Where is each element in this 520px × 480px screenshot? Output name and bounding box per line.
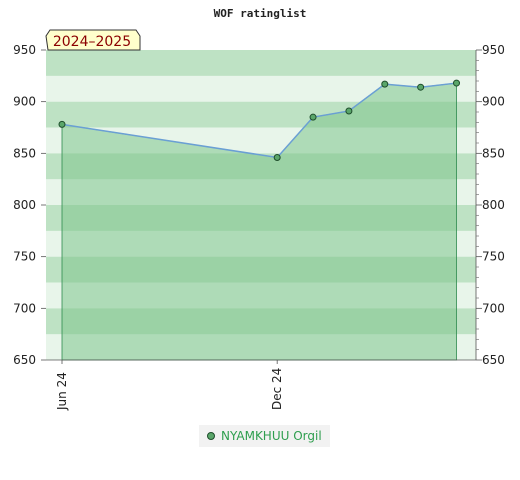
y-tick-label-right: 700 bbox=[482, 301, 505, 315]
y-tick-label-right: 750 bbox=[482, 250, 505, 264]
grid-band bbox=[46, 50, 476, 76]
data-point bbox=[345, 107, 353, 115]
y-tick-label-right: 900 bbox=[482, 95, 505, 109]
data-point bbox=[417, 83, 425, 91]
y-tick-label-left: 850 bbox=[13, 146, 36, 160]
x-tick-label: Dec 24 bbox=[270, 368, 284, 410]
y-tick-label-left: 950 bbox=[13, 43, 36, 57]
data-point bbox=[453, 79, 460, 87]
y-tick-label-right: 650 bbox=[482, 353, 505, 367]
x-tick-label: Jun 24 bbox=[55, 372, 69, 411]
data-point bbox=[273, 153, 281, 161]
data-point bbox=[58, 120, 66, 128]
chart-title: WOF ratinglist bbox=[214, 7, 307, 20]
y-tick-label-left: 900 bbox=[13, 95, 36, 109]
period-badge bbox=[45, 29, 141, 51]
legend-label: NYAMKHUU Orgil bbox=[221, 429, 322, 443]
y-tick-label-right: 850 bbox=[482, 146, 505, 160]
y-tick-label-right: 800 bbox=[482, 198, 505, 212]
y-tick-label-left: 750 bbox=[13, 250, 36, 264]
y-tick-label-left: 700 bbox=[13, 301, 36, 315]
y-tick-label-left: 650 bbox=[13, 353, 36, 367]
chart-legend[interactable]: NYAMKHUU Orgil bbox=[199, 425, 330, 447]
y-tick-label-right: 950 bbox=[482, 43, 505, 57]
period-badge-label: 2024–2025 bbox=[53, 34, 131, 50]
data-point bbox=[309, 113, 317, 121]
data-point bbox=[381, 80, 389, 88]
legend-marker-icon bbox=[207, 432, 215, 440]
y-tick-label-left: 800 bbox=[13, 198, 36, 212]
